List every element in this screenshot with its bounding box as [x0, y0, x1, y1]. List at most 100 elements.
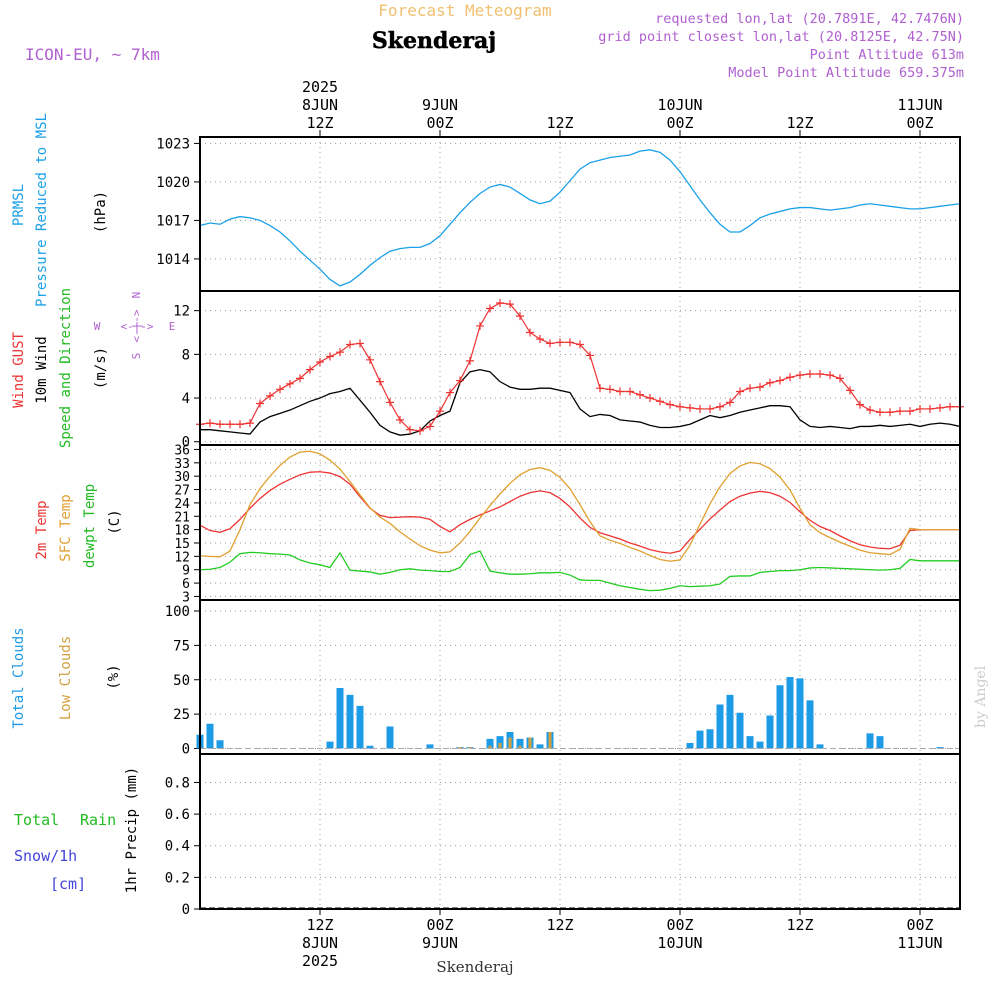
precip-ytick-label: 0.8: [165, 775, 190, 791]
wind-ytick-label: 8: [182, 347, 190, 363]
clouds-bar: [726, 694, 734, 749]
gust-point: [266, 391, 274, 400]
clouds-bar: [206, 723, 214, 749]
gust-point: [386, 398, 394, 407]
gust-point: [696, 404, 704, 413]
clouds-bar: [216, 740, 224, 749]
gust-point: [896, 407, 904, 416]
gust-point: [676, 402, 684, 411]
time-label-bottom: 00Z: [426, 916, 453, 934]
gust-point: [876, 408, 884, 417]
gust-point: [656, 397, 664, 406]
precip-label-snow: Snow/1h: [14, 847, 77, 865]
temperature-ytick-label: 9: [182, 564, 190, 579]
pressure-line: [199, 149, 961, 287]
gust-point: [726, 398, 734, 407]
model-altitude: Model Point Altitude 659.375m: [728, 65, 964, 81]
gust-point: [926, 404, 934, 413]
clouds-bar: [876, 736, 884, 749]
gust-point: [486, 304, 494, 313]
wind-panel: 0 4 8 12: [173, 290, 964, 451]
clouds-bar: [716, 704, 724, 749]
gust-point: [356, 339, 364, 348]
gust-point: [836, 374, 844, 383]
gust-point: [246, 419, 254, 428]
gust-point: [636, 390, 644, 399]
gust-point: [886, 408, 894, 417]
chart-title: Forecast Meteogram: [378, 1, 551, 20]
gust-point: [566, 338, 574, 347]
clouds-bar: [496, 736, 504, 749]
gust-point: [666, 400, 674, 409]
clouds-bar: [528, 737, 532, 749]
clouds-bar: [498, 743, 502, 749]
time-label-top: 12Z: [546, 114, 573, 132]
wind-ytick-label: 12: [173, 304, 190, 320]
clouds-ytick-label: 50: [173, 673, 190, 689]
time-label-bottom: 00Z: [906, 916, 933, 934]
precip-panel-labels: Total Rain Snow/1h [cm] 1hr Precip (mm): [14, 767, 140, 893]
gust-point: [416, 426, 424, 435]
precip-axis-label: 1hr Precip (mm): [124, 767, 140, 893]
station-name: Skenderaj: [372, 28, 496, 54]
compass-rose: N <-|-> S W <-|-> E: [94, 292, 176, 360]
gust-point: [526, 328, 534, 337]
clouds-bar: [518, 745, 522, 749]
gust-point: [426, 422, 434, 431]
gust-point: [406, 425, 414, 434]
precip-ytick-label: 0.4: [165, 839, 190, 855]
precip-frame: [199, 753, 961, 910]
compass-n: N: [130, 292, 143, 299]
clouds-bar: [796, 678, 804, 749]
pressure-ytick-label: 1023: [156, 136, 190, 152]
time-label-top: 9JUN: [422, 96, 458, 114]
compass-w: W: [94, 320, 101, 333]
clouds-bar: [516, 738, 524, 749]
gust-point: [446, 388, 454, 397]
temp-panel-labels: 2m Temp SFC Temp dewpt Temp (C): [34, 484, 123, 568]
clouds-bar: [386, 726, 394, 749]
temperature-ytick-label: 3: [182, 590, 190, 605]
gust-point: [616, 387, 624, 396]
temperature-ytick-label: 6: [182, 577, 190, 592]
pressure-label-2: Pressure Reduced to MSL: [34, 113, 50, 307]
precip-ytick-label: 0.2: [165, 870, 190, 886]
temperature-ytick-label: 12: [174, 550, 190, 565]
pressure-panel-labels: PRMSL Pressure Reduced to MSL (hPa): [11, 113, 109, 307]
clouds-bar: [816, 744, 824, 749]
gust-point: [736, 387, 744, 396]
gust-point: [336, 348, 344, 357]
time-label-top: 12Z: [786, 114, 813, 132]
gust-point: [276, 385, 284, 394]
precip-label-cm: [cm]: [50, 875, 86, 893]
clouds-panel: 0 25 50 75 100: [165, 599, 961, 758]
time-label-top: 00Z: [426, 114, 453, 132]
gust-point: [806, 370, 814, 379]
gust-point: [866, 406, 874, 415]
time-label-top: 8JUN: [302, 96, 338, 114]
watermark: by Angel: [973, 665, 989, 728]
temperature-ytick-label: 24: [174, 497, 190, 512]
time-label-top: 10JUN: [657, 96, 702, 114]
wind-label-speed: Speed and Direction: [58, 288, 74, 448]
precip-ytick-label: 0: [182, 902, 190, 918]
precip-label-total: Total: [14, 811, 59, 829]
model-label: ICON-EU, ~ 7km: [25, 45, 160, 64]
clouds-bar: [346, 694, 354, 749]
time-label-top: 12Z: [306, 114, 333, 132]
clouds-bar: [326, 741, 334, 749]
clouds-bar: [776, 685, 784, 749]
gust-point: [706, 404, 714, 413]
gust-point: [396, 415, 404, 424]
temperature-ytick-label: 30: [174, 470, 190, 485]
gust-point: [236, 420, 244, 429]
temperature-ytick-label: 36: [174, 443, 190, 458]
gust-point: [296, 374, 304, 383]
time-label-top: 00Z: [906, 114, 933, 132]
footer-station: Skenderaj: [436, 958, 513, 976]
clouds-bar: [508, 737, 512, 749]
gust-point: [906, 407, 914, 416]
gust-point: [516, 312, 524, 321]
precip-ytick-label: 0.6: [165, 807, 190, 823]
clouds-label-low: Low Clouds: [58, 636, 74, 720]
